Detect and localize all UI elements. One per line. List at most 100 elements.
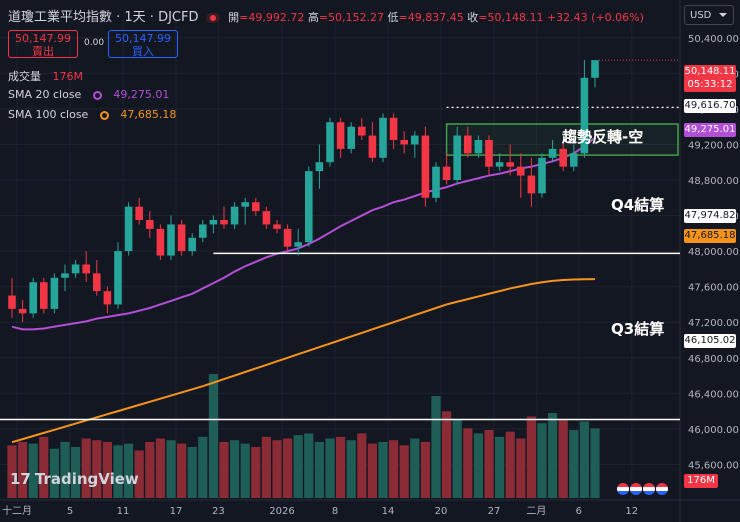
volume-bar [431,396,441,498]
current-price-label: 50,148.11 [684,65,736,79]
candle-body [411,135,419,145]
y-tick-label: 47,200.00 [688,318,739,329]
us-flag-icon[interactable] [656,482,668,495]
volume-bar [420,441,430,498]
sma100-line [11,278,596,444]
candle-body [188,237,196,252]
candle-body [103,291,112,305]
candle-body [82,264,90,274]
spread-value: 0.00 [84,38,105,48]
volume-bar [569,430,579,498]
candle-body [135,206,143,220]
sma20-legend[interactable]: SMA 20 close 49,275.01 [8,88,169,101]
trend-reversal-annotation: 趨勢反轉-空 [562,128,644,146]
tradingview-logo[interactable]: 17 TradingView [10,470,139,488]
sma100-legend[interactable]: SMA 100 close 47,685.18 [8,108,176,121]
x-tick-label: 6 [576,506,582,517]
volume-legend[interactable]: 成交量 176M [8,68,83,84]
candle-body [71,264,80,274]
countdown-label: 05:33:12 [684,78,736,92]
candle-body [548,148,557,158]
sma100-settings-icon[interactable] [99,110,109,120]
candle-body [167,224,175,256]
q3-level-label: 46,105.02 [684,334,736,348]
q3-annotation: Q3結算 [611,320,665,338]
volume-bar [463,428,473,498]
x-tick-label: 5 [67,506,73,517]
volume-bar [155,438,165,498]
ohlc-readout: 開=49,992.72 高=50,152.27 低=49,837.45 收=50… [228,11,644,24]
candle-body [8,295,16,309]
event-flags[interactable] [617,478,669,497]
volume-bar [304,433,314,498]
y-tick-label: 47,600.00 [688,283,739,294]
candle-body [114,251,122,305]
x-tick-label: 2026 [269,506,294,517]
volume-bar [39,436,49,498]
candle-body [358,126,366,136]
volume-legend-label: 成交量 [8,70,41,83]
candle-body [305,171,313,243]
y-tick-label: 46,400.00 [688,389,739,400]
volume-bar [505,431,515,498]
q4-annotation: Q4結算 [611,196,665,214]
candle-body [506,162,514,167]
volume-bar [198,436,208,498]
volume-bar [124,443,134,498]
sma20-settings-icon[interactable] [92,90,102,100]
q4-level-label: 47,974.82 [684,209,736,223]
volume-bar [452,419,462,498]
volume-bar [230,440,240,498]
candle-body [29,282,37,314]
x-tick-label: 十二月 [2,504,32,517]
volume-bar [537,423,547,498]
volume-bar [7,445,17,498]
volume-bar [18,441,28,498]
candle-body [464,135,472,154]
volume-bar [60,441,70,498]
candle-body [379,117,387,158]
candle-body [400,140,408,145]
sell-button[interactable]: 50,147.99 賣出 [8,30,78,58]
low-value: =49,837.45 [398,11,464,24]
candle-body [326,122,334,163]
candle-body [273,224,281,229]
candle-body [389,117,398,140]
buy-price: 50,147.99 [115,32,171,45]
currency-select[interactable]: USD [684,5,734,25]
close-label: 收 [467,11,479,24]
sma20-line [11,136,596,331]
volume-bar [240,443,250,498]
us-flag-icon[interactable] [617,482,629,495]
x-tick-label: 8 [332,506,338,517]
volume-bar [473,433,483,498]
buy-button[interactable]: 50,147.99 買入 [108,30,178,58]
y-tick-label: 45,600.00 [688,460,739,471]
sell-label: 賣出 [32,45,54,58]
volume-bar [92,440,102,498]
candle-body [220,220,228,225]
volume-bar [346,440,356,498]
us-flag-icon[interactable] [630,482,642,495]
x-tick-label: 12 [625,506,638,517]
volume-bar [367,443,377,498]
volume-bar [357,433,367,498]
volume-bar [410,438,420,498]
tradingview-mark-icon: 17 [10,470,31,488]
low-label: 低 [387,11,399,24]
candle-body [347,126,355,149]
open-value: =49,992.72 [239,11,305,24]
candle-body [252,202,260,212]
x-tick-label: 二月 [526,505,546,517]
x-tick-label: 17 [170,506,183,517]
x-tick-label: 20 [435,506,448,517]
us-flag-icon[interactable] [643,482,655,495]
candle-body [442,166,451,180]
candle-body [241,202,249,207]
candle-body [527,175,536,194]
high-value: =50,152.27 [318,11,385,24]
sma100-legend-label: SMA 100 close [8,108,89,121]
market-status-icon [206,12,221,23]
symbol-title[interactable]: 道瓊工業平均指數 · 1天 · DJCFD [8,10,199,25]
